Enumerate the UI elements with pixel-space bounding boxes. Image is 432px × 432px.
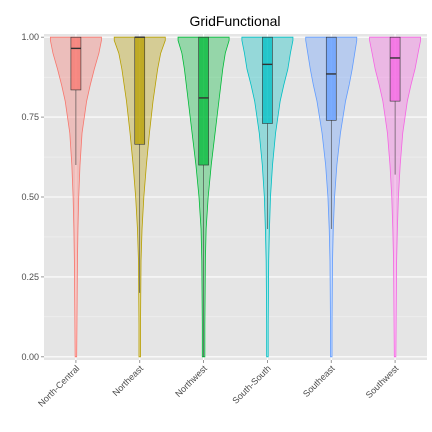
box [70,36,82,91]
violin-shape [49,36,102,358]
box [262,36,273,124]
y-tick-label: 0.50 [21,192,39,202]
violin-south-south [241,36,294,358]
chart-title: GridFunctional [189,13,280,29]
x-axis: North-Central Northeast Northwest South-Sou… [36,360,401,409]
x-tick-label: Northeast [110,363,145,398]
x-tick-label: South-South [230,363,272,405]
y-tick-label: 0.25 [21,272,39,282]
y-axis: 0.00 0.25 0.50 0.75 1.00 [21,32,44,362]
box [389,36,401,102]
x-tick-label: Northwest [173,363,209,399]
violin-northwest [177,36,230,358]
box [134,36,146,145]
violin-northeast [113,36,166,358]
box [198,36,209,166]
x-tick-label: North-Central [36,363,81,408]
x-tick-label: Southeast [301,363,337,399]
violin-southwest [369,36,422,358]
y-tick-label: 0.75 [21,112,39,122]
x-tick-label: Southwest [364,363,401,400]
violins [49,36,422,358]
violin-north-central [49,36,102,358]
box [325,36,337,121]
y-tick-label: 0.00 [21,352,39,362]
violin-shape [369,36,422,358]
y-tick-label: 1.00 [21,32,39,42]
violin-southeast [305,36,358,358]
